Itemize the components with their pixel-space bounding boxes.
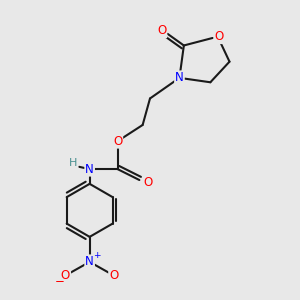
Text: O: O: [113, 135, 122, 148]
Text: H: H: [69, 158, 78, 168]
Text: N: N: [85, 163, 94, 176]
Text: O: O: [143, 176, 152, 189]
Text: O: O: [157, 24, 167, 37]
Text: N: N: [85, 255, 94, 268]
Text: O: O: [109, 268, 119, 282]
Text: O: O: [61, 268, 70, 282]
Text: N: N: [175, 71, 184, 84]
Text: O: O: [214, 30, 224, 43]
Text: +: +: [93, 251, 101, 260]
Text: −: −: [55, 275, 64, 288]
